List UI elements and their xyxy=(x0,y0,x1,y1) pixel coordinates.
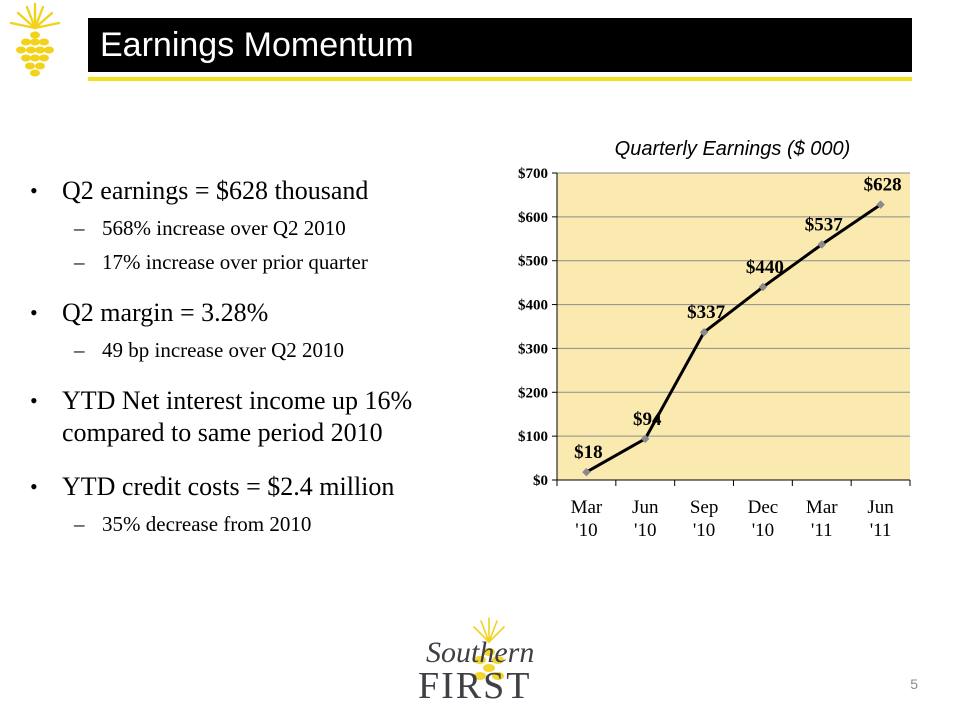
y-tick-label: $0 xyxy=(533,473,548,489)
data-label: $18 xyxy=(574,442,603,463)
bullet-text: Q2 margin = 3.28% xyxy=(62,298,269,327)
bullet-text: Q2 earnings = $628 thousand xyxy=(62,176,369,205)
sub-bullet-text: 49 bp increase over Q2 2010 xyxy=(102,338,345,362)
y-tick-label: $600 xyxy=(518,210,548,226)
title-bar xyxy=(88,18,912,72)
data-point-marker xyxy=(641,434,650,444)
sub-bullet-item: –17% increase over prior quarter xyxy=(30,249,500,275)
bullet-icon: • xyxy=(30,300,38,325)
data-label: $94 xyxy=(633,409,662,430)
data-point-marker xyxy=(758,282,768,292)
bullet-icon: • xyxy=(30,474,38,499)
sub-bullet-text: 17% increase over prior quarter xyxy=(102,250,368,274)
y-tick-label: $400 xyxy=(518,298,548,314)
bullet-list: • Q2 earnings = $628 thousand –568% incre… xyxy=(30,175,500,545)
data-label: $440 xyxy=(746,257,784,278)
bullet-item: • Q2 margin = 3.28% xyxy=(30,297,500,329)
sub-bullet-item: –49 bp increase over Q2 2010 xyxy=(30,337,500,363)
slide-title: Earnings Momentum xyxy=(100,26,414,64)
y-tick-label: $300 xyxy=(518,341,548,357)
quarterly-earnings-chart: $0 $100 $200 $300 $400 $500 $600 $700 Mar '10 Jun '… xyxy=(518,166,911,541)
southern-first-logo: Southern FIRST xyxy=(418,617,534,704)
sub-bullet-text: 35% decrease from 2010 xyxy=(102,512,312,536)
data-label: $337 xyxy=(687,302,726,323)
x-tick-label: Sep '10 xyxy=(690,497,719,541)
dash-icon: – xyxy=(74,216,85,240)
x-tick-label: Jun '11 xyxy=(867,497,894,541)
x-tick-label: Dec '10 xyxy=(748,497,779,541)
x-tick-label: Jun '10 xyxy=(632,497,659,541)
bullet-text: YTD Net interest income up 16% compared … xyxy=(62,386,413,447)
bullet-icon: • xyxy=(30,388,38,413)
dash-icon: – xyxy=(74,338,85,362)
bullet-text: YTD credit costs = $2.4 million xyxy=(62,472,395,501)
y-tick-label: $100 xyxy=(518,429,548,445)
y-tick-label: $200 xyxy=(518,385,548,401)
dash-icon: – xyxy=(74,250,85,274)
dash-icon: – xyxy=(74,512,85,536)
sub-bullet-text: 568% increase over Q2 2010 xyxy=(102,216,346,240)
x-tick-label: Mar '10 xyxy=(571,497,603,541)
logo-script-text: Southern xyxy=(426,636,534,669)
data-point-marker xyxy=(582,467,591,477)
chart-title: Quarterly Earnings ($ 000) xyxy=(614,138,851,160)
data-label: $537 xyxy=(805,214,844,235)
data-point-marker xyxy=(699,327,709,337)
y-tick-label: $700 xyxy=(518,166,548,182)
earnings-series-line xyxy=(585,203,882,474)
x-tick-label: Mar '11 xyxy=(806,497,838,541)
title-underline xyxy=(88,77,912,81)
data-point-marker xyxy=(876,200,885,209)
bullet-item: • YTD credit costs = $2.4 million xyxy=(30,471,500,503)
bullet-item: • YTD Net interest income up 16% compared… xyxy=(30,385,500,449)
pineapple-logo-icon xyxy=(9,2,61,77)
bullet-icon: • xyxy=(30,178,38,203)
sub-bullet-item: –35% decrease from 2010 xyxy=(30,511,500,537)
page-number: 5 xyxy=(910,676,918,692)
sub-bullet-item: –568% increase over Q2 2010 xyxy=(30,215,500,241)
data-label: $628 xyxy=(864,175,902,196)
bullet-item: • Q2 earnings = $628 thousand xyxy=(30,175,500,207)
y-tick-label: $500 xyxy=(518,254,548,270)
logo-wordmark-text: FIRST xyxy=(418,665,531,704)
